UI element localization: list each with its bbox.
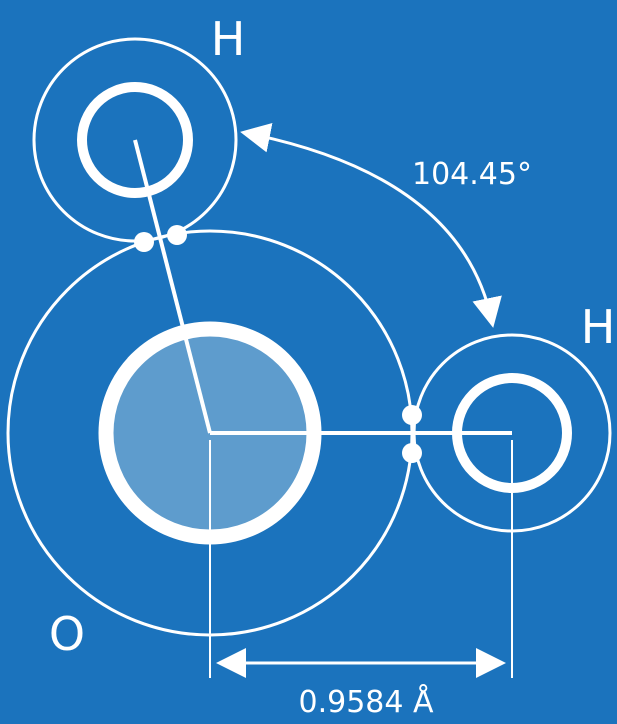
bond-angle-label: 104.45° <box>412 157 532 192</box>
bond-length-label: 0.9584 Å <box>298 684 434 719</box>
electron <box>167 225 187 245</box>
electron-pair-right <box>402 405 422 463</box>
bond-angle-arrow <box>240 122 502 328</box>
bond-line-top <box>133 139 212 434</box>
electron-pair-top <box>134 225 187 252</box>
hydrogen-top-nucleus <box>77 82 193 198</box>
electron <box>402 405 422 425</box>
atom-label-h-right: H <box>581 300 616 354</box>
atom-label-h-top: H <box>211 12 246 66</box>
atom-label-o: O <box>49 607 85 661</box>
electron <box>402 443 422 463</box>
electron <box>134 232 154 252</box>
